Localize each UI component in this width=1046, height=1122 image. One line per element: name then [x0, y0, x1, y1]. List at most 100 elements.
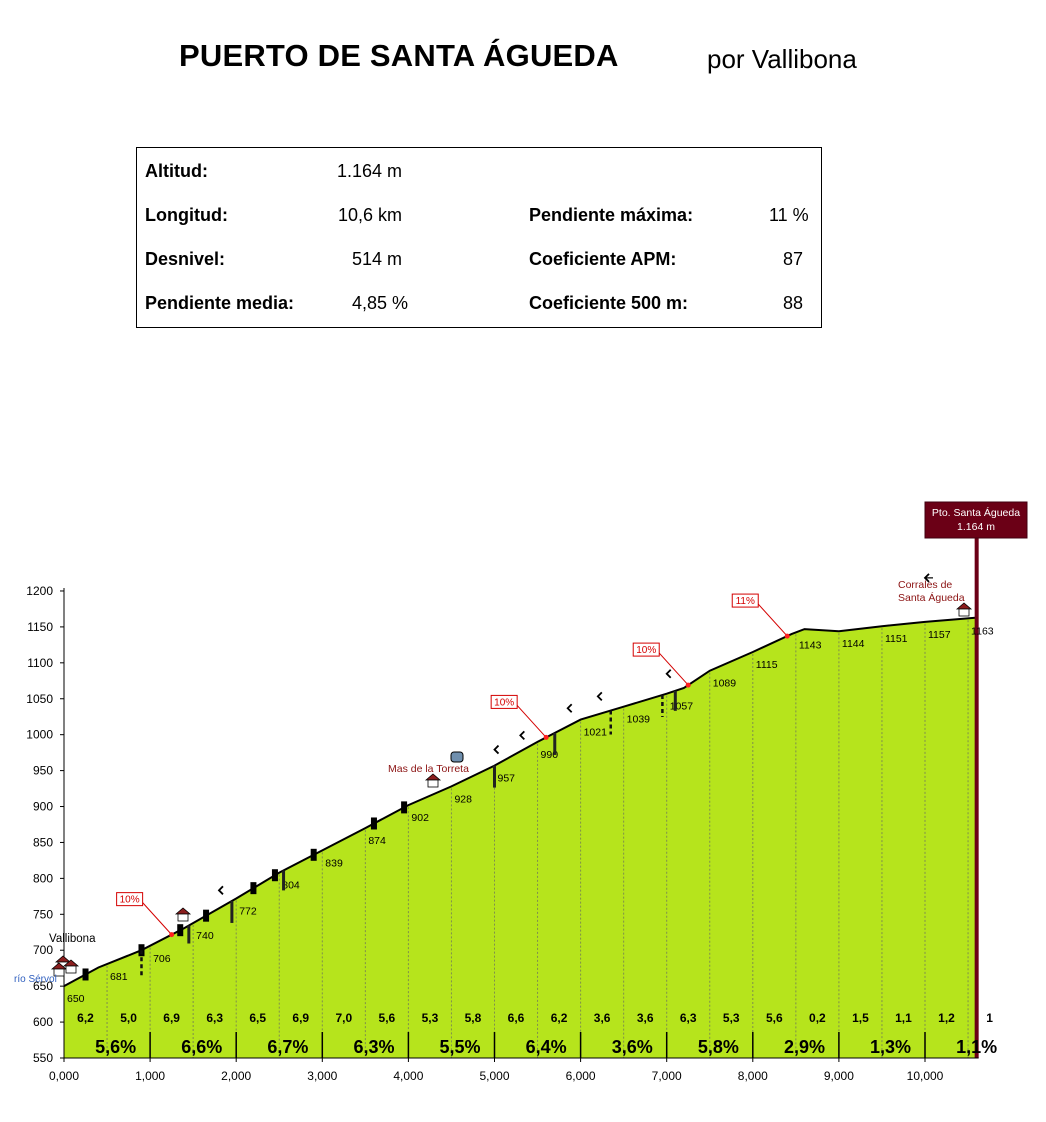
steep-marker-leader	[658, 652, 689, 686]
segment-gradient: 6,2	[551, 1011, 568, 1025]
segment-gradient: 5,3	[723, 1011, 740, 1025]
y-tick-label: 650	[33, 979, 53, 993]
segment-gradient: 1,5	[852, 1011, 869, 1025]
y-tick-label: 900	[33, 800, 53, 814]
altitude-label: 957	[498, 773, 516, 785]
steep-marker-leader	[516, 705, 547, 738]
altitude-label: 1089	[713, 678, 737, 690]
water-tank-icon	[450, 751, 464, 763]
summit-box	[924, 501, 1028, 539]
steep-marker-box	[490, 694, 518, 709]
segment-gradient: 6,9	[292, 1011, 309, 1025]
road-marker	[82, 968, 89, 981]
x-tick-label: 1,000	[135, 1069, 165, 1083]
y-tick-label: 600	[33, 1015, 53, 1029]
turn-arrow	[519, 730, 525, 740]
segment-gradient: 5,8	[465, 1011, 482, 1025]
longitud-value: 10,6 km	[338, 205, 403, 225]
summit-pole	[974, 538, 979, 1058]
turn-arrow	[217, 885, 224, 895]
altitud-label: Altitud:	[145, 161, 208, 181]
desnivel-value: 514 m	[352, 249, 403, 269]
segment-gradient: 5,6	[766, 1011, 783, 1025]
y-tick-label: 1000	[26, 728, 53, 742]
y-tick-label: 1100	[27, 656, 53, 670]
y-tick-label: 1200	[26, 584, 53, 598]
y-tick-label: 1050	[26, 692, 53, 706]
y-tick-label: 950	[33, 764, 53, 778]
coeficiente-500-value: 88	[783, 293, 804, 313]
x-tick-label: 5,000	[479, 1069, 509, 1083]
x-tick-label: 3,000	[307, 1069, 337, 1083]
altitude-label: 1143	[799, 639, 822, 651]
pendiente-maxima-value: 11 %	[769, 205, 809, 225]
x-tick-label: 7,000	[652, 1069, 682, 1083]
steep-marker-dot	[169, 932, 175, 938]
km-gradient: 6,3%	[353, 1037, 394, 1057]
x-tick-label: 8,000	[738, 1069, 768, 1083]
x-tick-label: 4,000	[393, 1069, 423, 1083]
altitude-label: 1151	[885, 633, 908, 645]
place-label-river: río Sérvol	[14, 974, 57, 985]
turn-arrow	[493, 744, 500, 755]
altitude-label: 681	[110, 971, 128, 983]
km-gradient: 3,6%	[612, 1037, 653, 1057]
road-marker	[370, 817, 377, 830]
longitud-label: Longitud:	[145, 205, 228, 225]
y-tick-label: 800	[33, 871, 53, 885]
altitude-label: 902	[411, 812, 429, 824]
house-icon-body	[177, 913, 189, 922]
km-gradient: 6,6%	[181, 1037, 222, 1057]
profile-area	[64, 617, 977, 1058]
place-label-corrales-line1: Corrales de	[898, 579, 952, 591]
stats-panel: Altitud: 1.164 m Longitud: 10,6 km Desni…	[136, 147, 822, 328]
x-tick-label: 9,000	[824, 1069, 854, 1083]
steep-marker-leader	[142, 902, 172, 935]
village-icon-body	[53, 968, 65, 977]
y-tick-label: 550	[33, 1051, 53, 1065]
pendiente-media-label: Pendiente media:	[145, 293, 295, 313]
km-gradient: 6,4%	[526, 1037, 567, 1057]
page-title: PUERTO DE SANTA ÁGUEDA	[179, 38, 619, 73]
segment-gradient: 6,9	[163, 1011, 180, 1025]
altitude-label: 1021	[584, 727, 608, 739]
road-marker	[401, 801, 408, 814]
steep-marker-dot	[784, 633, 790, 639]
road-marker	[203, 909, 210, 922]
segment-gradient: 1	[986, 1011, 993, 1025]
profile-line	[63, 616, 977, 987]
summit-name: Pto. Santa Águeda	[932, 506, 1020, 519]
km-gradient: 1,1%	[956, 1037, 997, 1057]
km-gradient: 2,9%	[784, 1037, 825, 1057]
segment-gradient: 6,3	[680, 1011, 697, 1025]
x-tick-label: 10,000	[907, 1069, 944, 1083]
turn-arrow	[566, 703, 573, 713]
road-marker	[250, 882, 257, 895]
altitude-label: 740	[196, 930, 214, 942]
y-tick-label: 750	[33, 907, 53, 921]
steep-marker-box	[116, 892, 144, 907]
x-tick-label: 2,000	[221, 1069, 251, 1083]
steep-marker-label: 11%	[736, 596, 755, 607]
altitude-label: 1115	[756, 659, 778, 671]
house-icon-body	[427, 779, 439, 788]
steep-marker-dot	[543, 734, 549, 740]
altitude-label: 1144	[842, 638, 865, 650]
summit-altitude: 1.164 m	[957, 521, 995, 533]
y-tick-label: 1150	[27, 620, 53, 634]
segment-gradient: 6,2	[77, 1011, 94, 1025]
altitude-label: 1157	[928, 629, 951, 641]
km-gradient: 5,5%	[440, 1037, 481, 1057]
km-gradient: 5,8%	[698, 1037, 739, 1057]
segment-gradient: 0,2	[809, 1011, 826, 1025]
village-icon-roof	[54, 955, 72, 963]
coeficiente-apm-label: Coeficiente APM:	[529, 249, 677, 269]
village-icon-body	[65, 965, 77, 974]
segment-gradient: 3,6	[637, 1011, 654, 1025]
place-label-vallibona: Vallibona	[49, 933, 96, 945]
segment-gradient: 6,6	[508, 1011, 525, 1025]
place-label-mas-torreta: Mas de la Torreta	[388, 763, 469, 775]
road-marker	[310, 848, 317, 861]
altitude-label: 1057	[670, 701, 694, 713]
